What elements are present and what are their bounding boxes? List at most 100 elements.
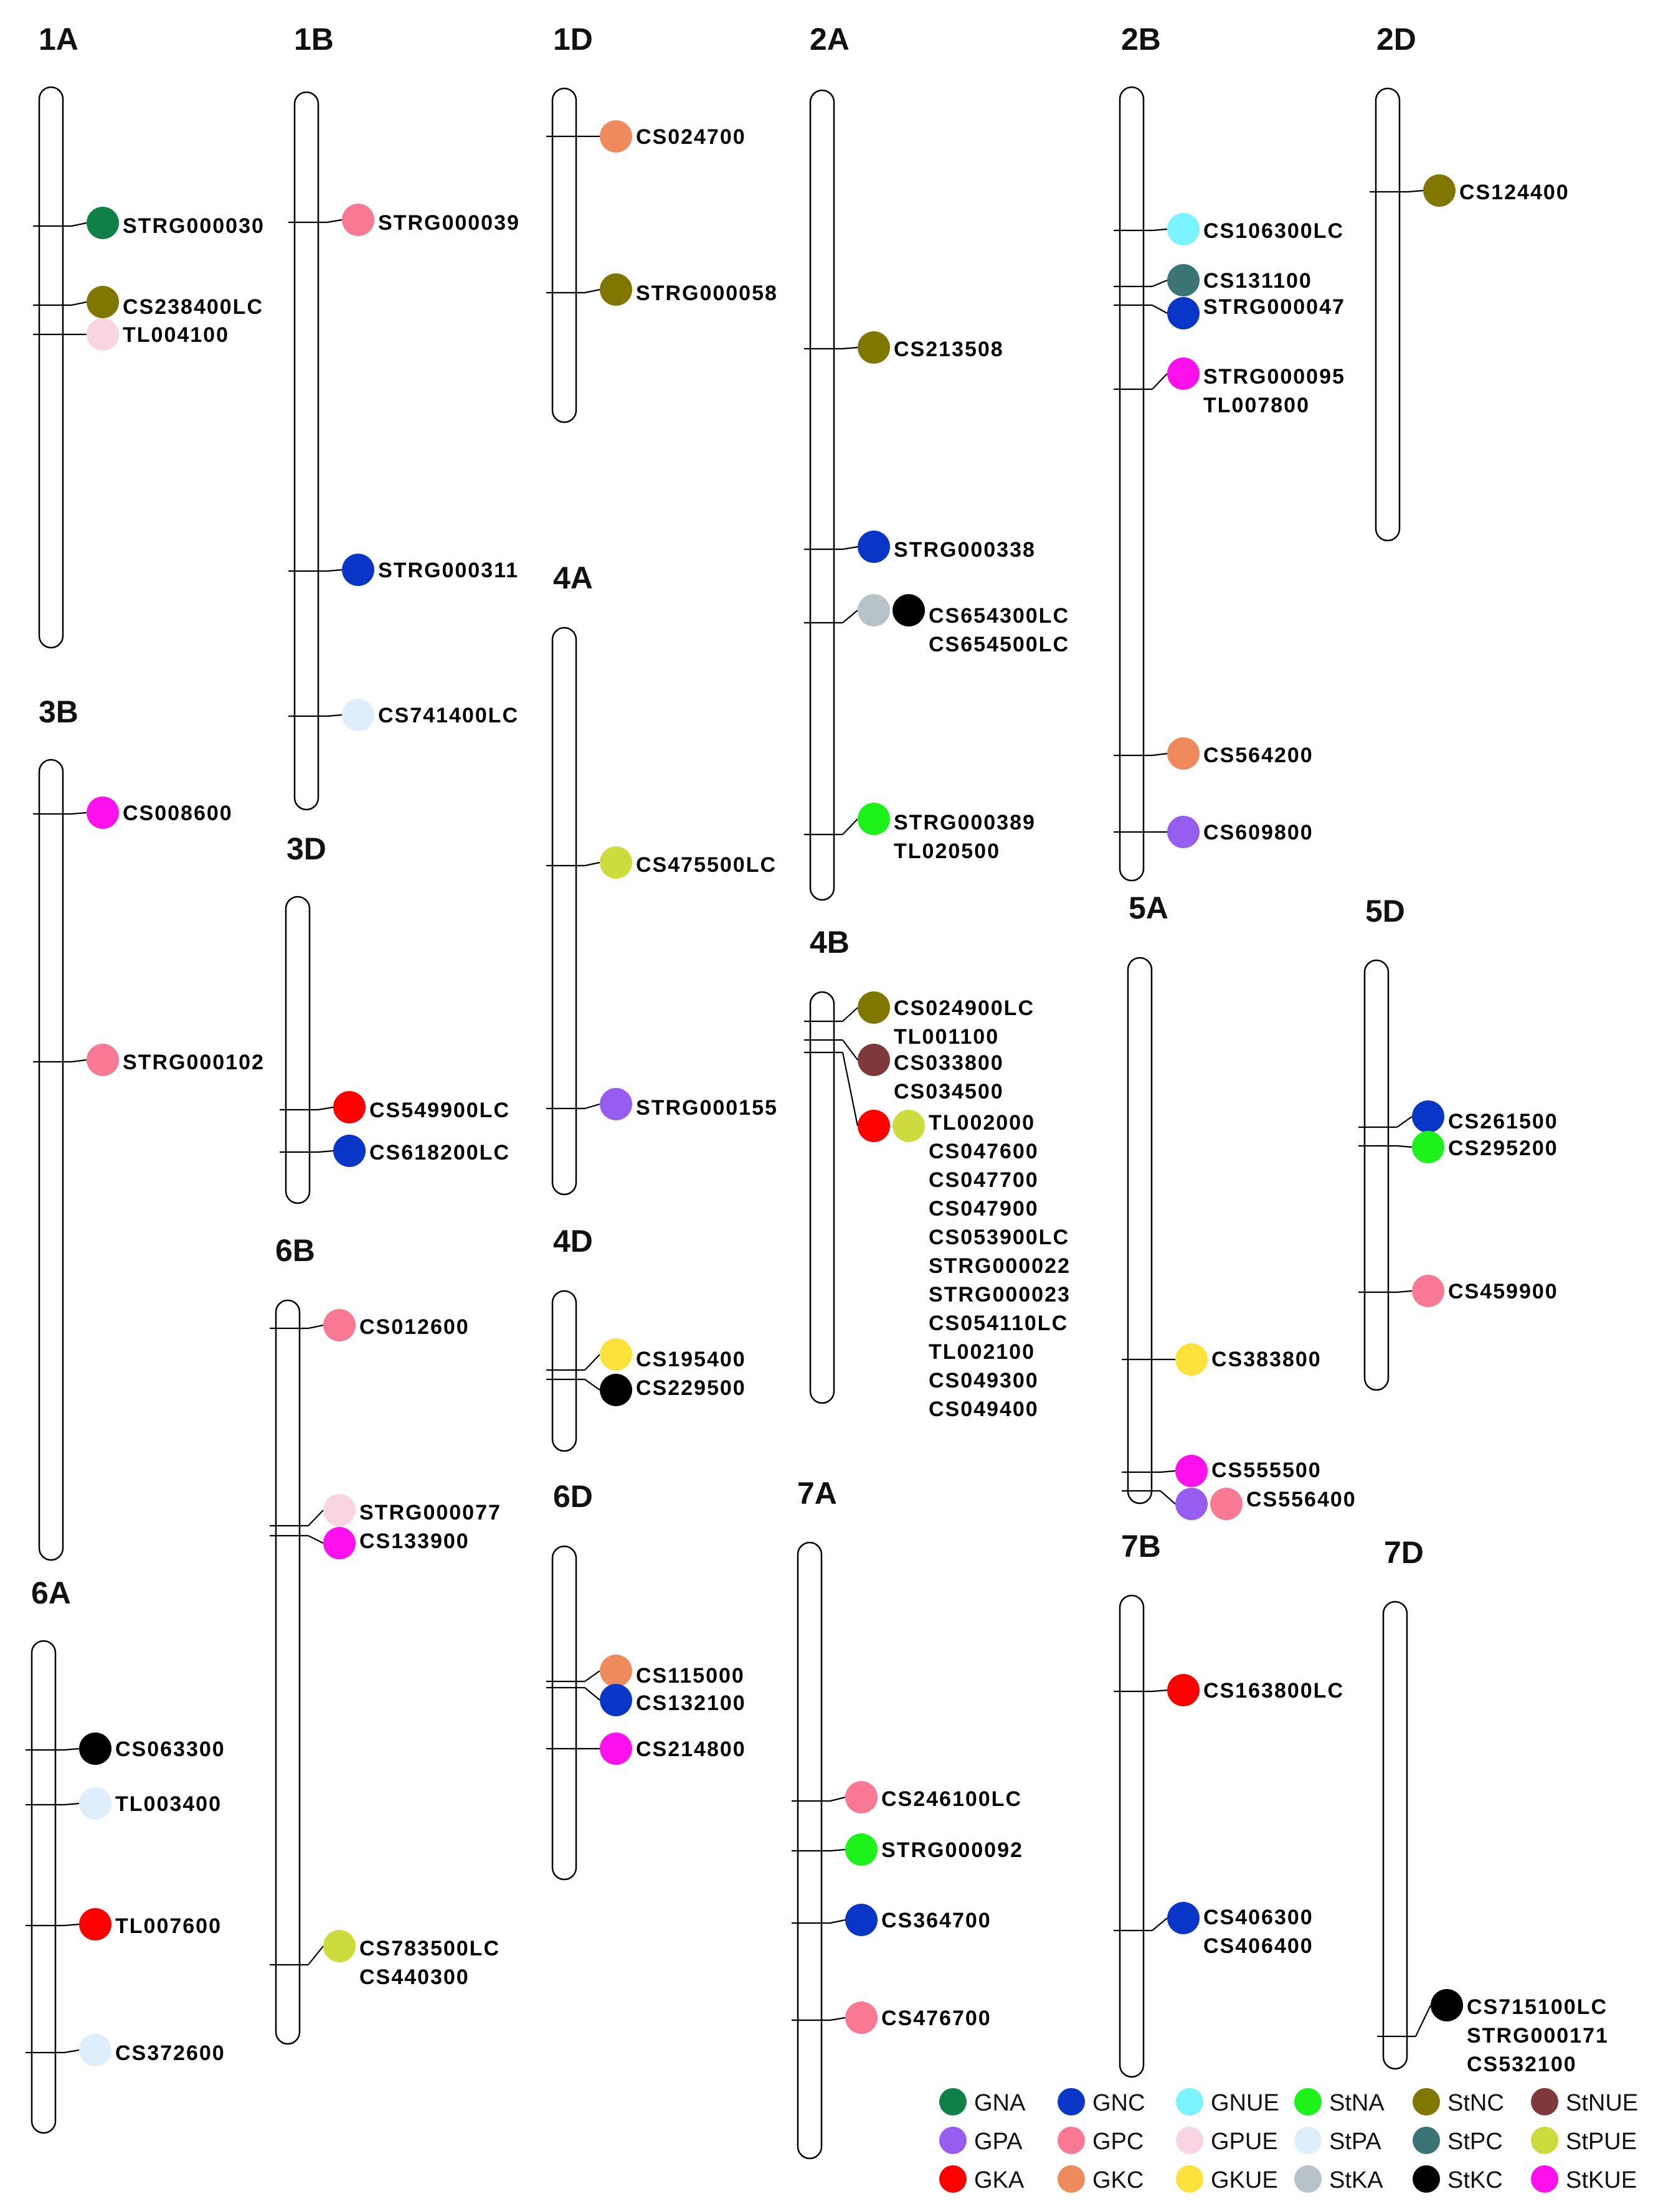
locus-marker: CS012600 xyxy=(270,1309,468,1341)
legend-label: GKC xyxy=(1092,2167,1144,2193)
trait-dot-gnc xyxy=(1167,1902,1200,1934)
chromosome-bar xyxy=(293,91,320,811)
locus-connector xyxy=(318,1150,334,1153)
legend-swatch xyxy=(1176,2127,1203,2154)
chromosome-label: 4D xyxy=(553,1224,593,1259)
legend-label: GNC xyxy=(1092,2090,1145,2116)
locus-connector xyxy=(64,1747,80,1751)
legend-swatch xyxy=(1531,2127,1558,2154)
locus-marker: CS475500LC xyxy=(546,846,775,879)
locus-marker: CS715100LC STRG000171 CS532100 xyxy=(1377,1989,1608,2076)
locus-connector xyxy=(326,714,343,717)
trait-dot-gnc xyxy=(333,1135,366,1167)
chromosome-bar xyxy=(285,896,311,1204)
chromosome-label: 6B xyxy=(275,1233,315,1268)
legend-label: StKUE xyxy=(1566,2167,1637,2193)
locus-marker: STRG000058 xyxy=(546,273,778,306)
chromosome-label: 1D xyxy=(553,22,593,57)
gene-label: CS163800LC xyxy=(1203,1679,1344,1703)
legend-swatch xyxy=(1176,2088,1203,2115)
locus-marker: CS556400 xyxy=(1122,1488,1355,1520)
chromosome-bar xyxy=(1382,1600,1408,2070)
gene-label: CS047900 xyxy=(929,1197,1039,1221)
locus-marker: CS476700 xyxy=(792,2002,990,2034)
locus-connector xyxy=(1415,2005,1431,2037)
trait-dot-gkc xyxy=(1167,737,1200,770)
chromosome-7d: 7D CS715100LC STRG000171 CS532100 xyxy=(1377,1535,1608,2076)
trait-dot-gnc xyxy=(1167,297,1200,329)
legend-item-gkue: GKUE xyxy=(1176,2165,1278,2193)
gene-label: CS238400LC xyxy=(123,295,263,319)
legend-swatch xyxy=(1531,2165,1558,2193)
trait-dot-gnue xyxy=(1167,213,1200,245)
chromosome-2a: 2A CS213508 STRG000338 CS654300LC CS654500LC… xyxy=(804,22,1068,901)
locus-marker: CS213508 xyxy=(804,331,1003,364)
gene-label: STRG000095 xyxy=(1203,365,1345,389)
legend-item-gkc: GKC xyxy=(1058,2165,1144,2193)
chromosome-4d: 4D CS195400 CS229500 xyxy=(546,1224,746,1452)
locus-marker: CS195400 xyxy=(546,1338,746,1371)
chromosome-bar xyxy=(31,1640,57,2134)
legend-label: GKUE xyxy=(1211,2167,1278,2193)
chromosome-bar xyxy=(275,1299,301,2045)
legend-label: GKA xyxy=(974,2167,1025,2193)
trait-dot-gpc xyxy=(845,2002,878,2034)
legend-swatch xyxy=(1413,2088,1440,2115)
legend-swatch xyxy=(1058,2165,1085,2193)
gene-label: CS549900LC xyxy=(369,1099,510,1122)
locus-marker: CS246100LC xyxy=(792,1781,1021,1813)
chromosome-bar xyxy=(1127,957,1153,1505)
locus-marker: CS131100 xyxy=(1114,264,1311,296)
locus-marker: CS024700 xyxy=(546,120,746,153)
locus-connector xyxy=(842,546,858,551)
legend-label: StPUE xyxy=(1566,2129,1637,2155)
gene-label: CS195400 xyxy=(636,1348,746,1371)
locus-connector xyxy=(1396,1145,1413,1148)
trait-dot-stka xyxy=(858,594,890,626)
trait-dot-gna xyxy=(87,207,119,239)
trait-dot-gnc xyxy=(858,531,890,563)
locus-connector xyxy=(64,1923,80,1927)
trait-dot-gka xyxy=(333,1091,366,1123)
locus-marker: CS024900LC TL001100 xyxy=(804,991,1035,1049)
locus-marker: CS783500LC CS440300 xyxy=(270,1930,499,1989)
chromosome-label: 1A xyxy=(39,22,78,57)
gene-label: STRG000030 xyxy=(123,214,265,238)
locus-marker: TL004100 xyxy=(33,318,228,351)
legend-swatch xyxy=(1176,2165,1203,2193)
gene-label: CS214800 xyxy=(636,1737,746,1761)
gene-label: CS406400 xyxy=(1203,1934,1314,1958)
locus-marker: CS229500 xyxy=(546,1374,745,1406)
locus-connector xyxy=(1396,1116,1413,1128)
locus-connector xyxy=(71,222,87,227)
gene-label: CS024700 xyxy=(636,125,746,149)
gene-label: CS024900LC xyxy=(894,996,1035,1020)
chromosome-6b: 6BCS012600STRG000077CS133900CS783500LCCS… xyxy=(270,1233,500,2045)
trait-dot-gka xyxy=(1167,1674,1200,1706)
gene-label: STRG000039 xyxy=(378,211,520,235)
gene-label: STRG000058 xyxy=(636,281,778,305)
legend-item-gpc: GPC xyxy=(1058,2127,1144,2155)
legend-item-stkue: StKUE xyxy=(1531,2165,1637,2193)
locus-marker: TL002000 CS047600 CS047700 CS047900 CS053900… xyxy=(804,1051,1069,1421)
locus-marker: CS106300LC xyxy=(1114,213,1343,245)
gene-label: CS049300 xyxy=(929,1369,1039,1392)
locus-connector xyxy=(64,1802,80,1806)
chromosome-label: 4A xyxy=(553,560,593,595)
legend-swatch xyxy=(939,2165,967,2193)
legend-label: StKC xyxy=(1447,2167,1503,2193)
legend-item-stna: StNA xyxy=(1294,2088,1385,2116)
locus-connector xyxy=(842,610,858,623)
legend-swatch xyxy=(1531,2088,1558,2115)
chromosome-7a: 7A CS246100LC STRG000092 CS364700 CS476700 xyxy=(792,1476,1022,2160)
locus-connector xyxy=(584,288,600,294)
legend-item-stkc: StKC xyxy=(1413,2165,1503,2193)
locus-connector xyxy=(842,818,858,835)
locus-connector xyxy=(1152,373,1168,390)
legend-label: StKA xyxy=(1329,2167,1383,2193)
locus-connector xyxy=(71,1059,87,1063)
chromosome-4a: 4A CS475500LC STRG000155 xyxy=(546,560,777,1196)
trait-dot-gnc xyxy=(600,1684,632,1716)
gene-label: CS459900 xyxy=(1448,1280,1558,1303)
locus-marker: STRG000311 xyxy=(288,554,518,586)
